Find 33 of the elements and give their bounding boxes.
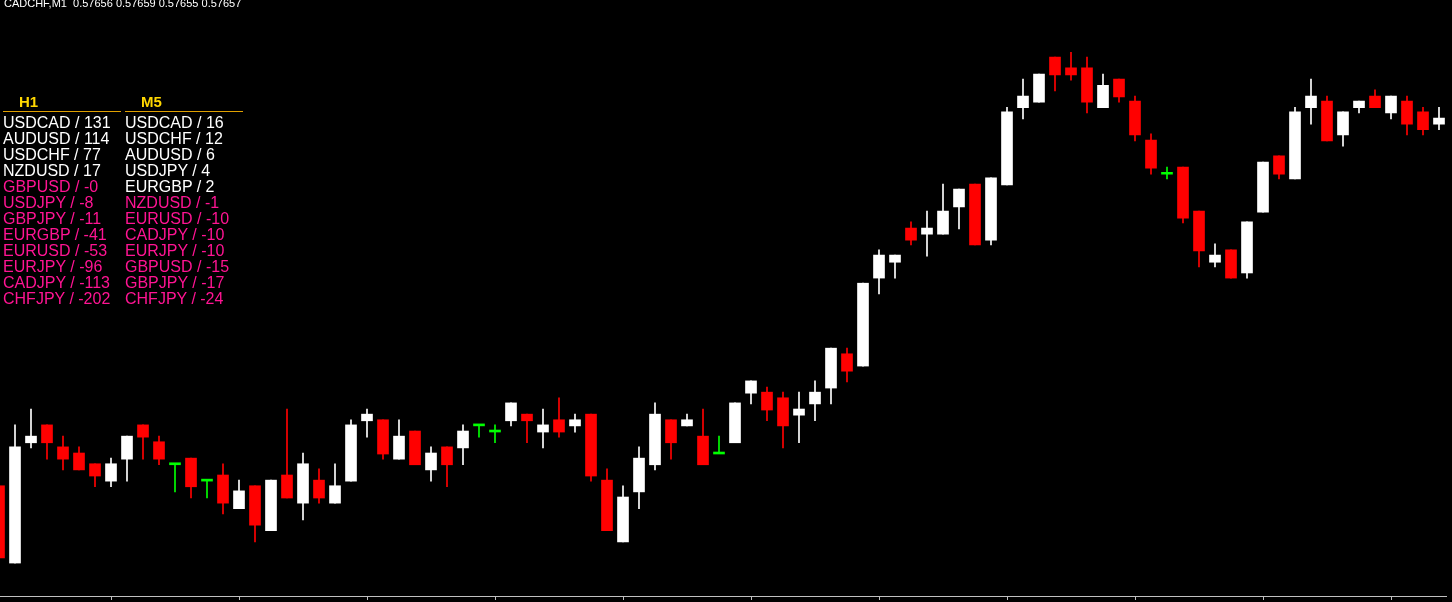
candlestick <box>921 210 933 257</box>
category-label: AUDUSD / 6 <box>125 146 216 163</box>
category-label: GBPUSD / -15 <box>125 258 231 275</box>
category-label: CHFJPY / -24 <box>125 290 225 307</box>
category-label: NZDUSD / 17 <box>3 162 102 179</box>
category-label: NZDUSD / -1 <box>125 194 221 211</box>
category-label: USDJPY / -8 <box>3 194 95 211</box>
candlestick <box>169 462 181 493</box>
category-label: AUDUSD / 114 <box>3 130 111 147</box>
candlestick <box>793 391 805 444</box>
category-label: CADJPY / -10 <box>125 226 226 243</box>
candlestick <box>25 408 37 449</box>
category-label: EURUSD / -53 <box>3 242 109 259</box>
category-label: CHFJPY / -202 <box>3 290 112 307</box>
category-label: USDJPY / 4 <box>125 162 212 179</box>
candlestick <box>537 408 549 449</box>
category-label: EURGBP / 2 <box>125 178 216 195</box>
text: M5 <box>125 93 243 112</box>
category-label: GBPJPY / -17 <box>125 274 226 291</box>
category-label: EURGBP / -41 <box>3 226 108 243</box>
chart-title: CADCHF,M1 0.57656 0.57659 0.57655 0.57657 <box>4 0 242 9</box>
category-label: USDCHF / 12 <box>125 130 224 147</box>
category-label: EURJPY / -96 <box>3 258 104 275</box>
text: H1 <box>3 93 121 112</box>
category-label: USDCAD / 131 <box>3 114 112 131</box>
candlestick <box>521 413 533 444</box>
category-label: USDCAD / 16 <box>125 114 225 131</box>
category-label: EURUSD / -10 <box>125 210 231 227</box>
category-label: GBPJPY / -11 <box>3 210 103 227</box>
category-label: EURJPY / -10 <box>125 242 226 259</box>
category-label: GBPUSD / -0 <box>3 178 100 195</box>
category-label: USDCHF / 77 <box>3 146 102 163</box>
category-label: CADJPY / -113 <box>3 274 111 291</box>
